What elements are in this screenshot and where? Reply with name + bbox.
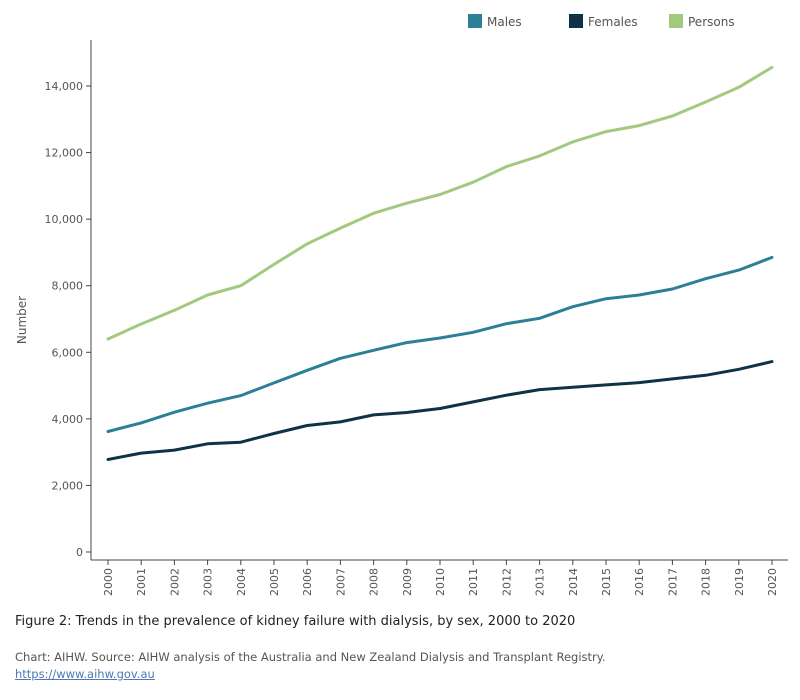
series-lines xyxy=(106,65,774,461)
legend-label: Females xyxy=(588,15,638,29)
figure-caption: Figure 2: Trends in the prevalence of ki… xyxy=(15,614,576,629)
legend-item-females[interactable]: Females xyxy=(569,14,638,29)
y-tick-label: 0 xyxy=(76,546,83,559)
x-tick-label: 2012 xyxy=(500,568,513,596)
x-tick-label: 2019 xyxy=(733,568,746,596)
x-tick-label: 2017 xyxy=(666,568,679,596)
x-tick-label: 2008 xyxy=(368,568,381,596)
x-tick-label: 2002 xyxy=(168,568,181,596)
x-tick-label: 2001 xyxy=(135,568,148,596)
y-tick-label: 12,000 xyxy=(45,147,84,160)
chart-source: Chart: AIHW. Source: AIHW analysis of th… xyxy=(15,650,606,664)
x-tick-label: 2013 xyxy=(534,568,547,596)
legend-item-males[interactable]: Males xyxy=(468,14,522,29)
line-chart: Males Females Persons 0 2,000 4,000 6,000 8,00… xyxy=(15,14,788,596)
x-tick-label: 2003 xyxy=(202,568,215,596)
x-tick-label: 2000 xyxy=(102,568,115,596)
x-tick-label: 2015 xyxy=(600,568,613,596)
x-tick-label: 2018 xyxy=(700,568,713,596)
y-tick-label: 14,000 xyxy=(45,80,84,93)
y-tick-label: 6,000 xyxy=(52,346,84,359)
y-tick-label: 10,000 xyxy=(45,213,84,226)
y-tick-label: 4,000 xyxy=(52,413,84,426)
y-tick-label: 8,000 xyxy=(52,280,84,293)
y-tick-label: 2,000 xyxy=(52,479,84,492)
x-tick-label: 2009 xyxy=(401,568,414,596)
x-tick-label: 2006 xyxy=(301,568,314,596)
x-tick-label: 2014 xyxy=(567,568,580,596)
legend-swatch xyxy=(669,14,683,28)
legend-swatch xyxy=(468,14,482,28)
x-tick-label: 2020 xyxy=(766,568,779,596)
x-tick-label: 2011 xyxy=(467,568,480,596)
series-line-males[interactable] xyxy=(106,255,774,433)
x-tick-label: 2016 xyxy=(633,568,646,596)
legend-label: Persons xyxy=(688,15,735,29)
legend-label: Males xyxy=(487,15,522,29)
x-tick-label: 2005 xyxy=(268,568,281,596)
series-line-females[interactable] xyxy=(106,360,774,461)
x-tick-label: 2010 xyxy=(434,568,447,596)
x-axis: 2000 2001 2002 2003 2004 2005 2006 2007 2008 2009… xyxy=(91,559,788,596)
x-tick-label: 2004 xyxy=(235,568,248,596)
legend-swatch xyxy=(569,14,583,28)
legend: Males Females Persons xyxy=(468,14,735,29)
x-tick-label: 2007 xyxy=(334,568,347,596)
y-axis: 0 2,000 4,000 6,000 8,000 10,000 12,000 14,000 xyxy=(45,40,92,560)
source-link[interactable]: https://www.aihw.gov.au xyxy=(15,667,155,681)
legend-item-persons[interactable]: Persons xyxy=(669,14,735,29)
series-line-persons[interactable] xyxy=(106,65,774,341)
y-axis-title: Number xyxy=(15,296,29,344)
